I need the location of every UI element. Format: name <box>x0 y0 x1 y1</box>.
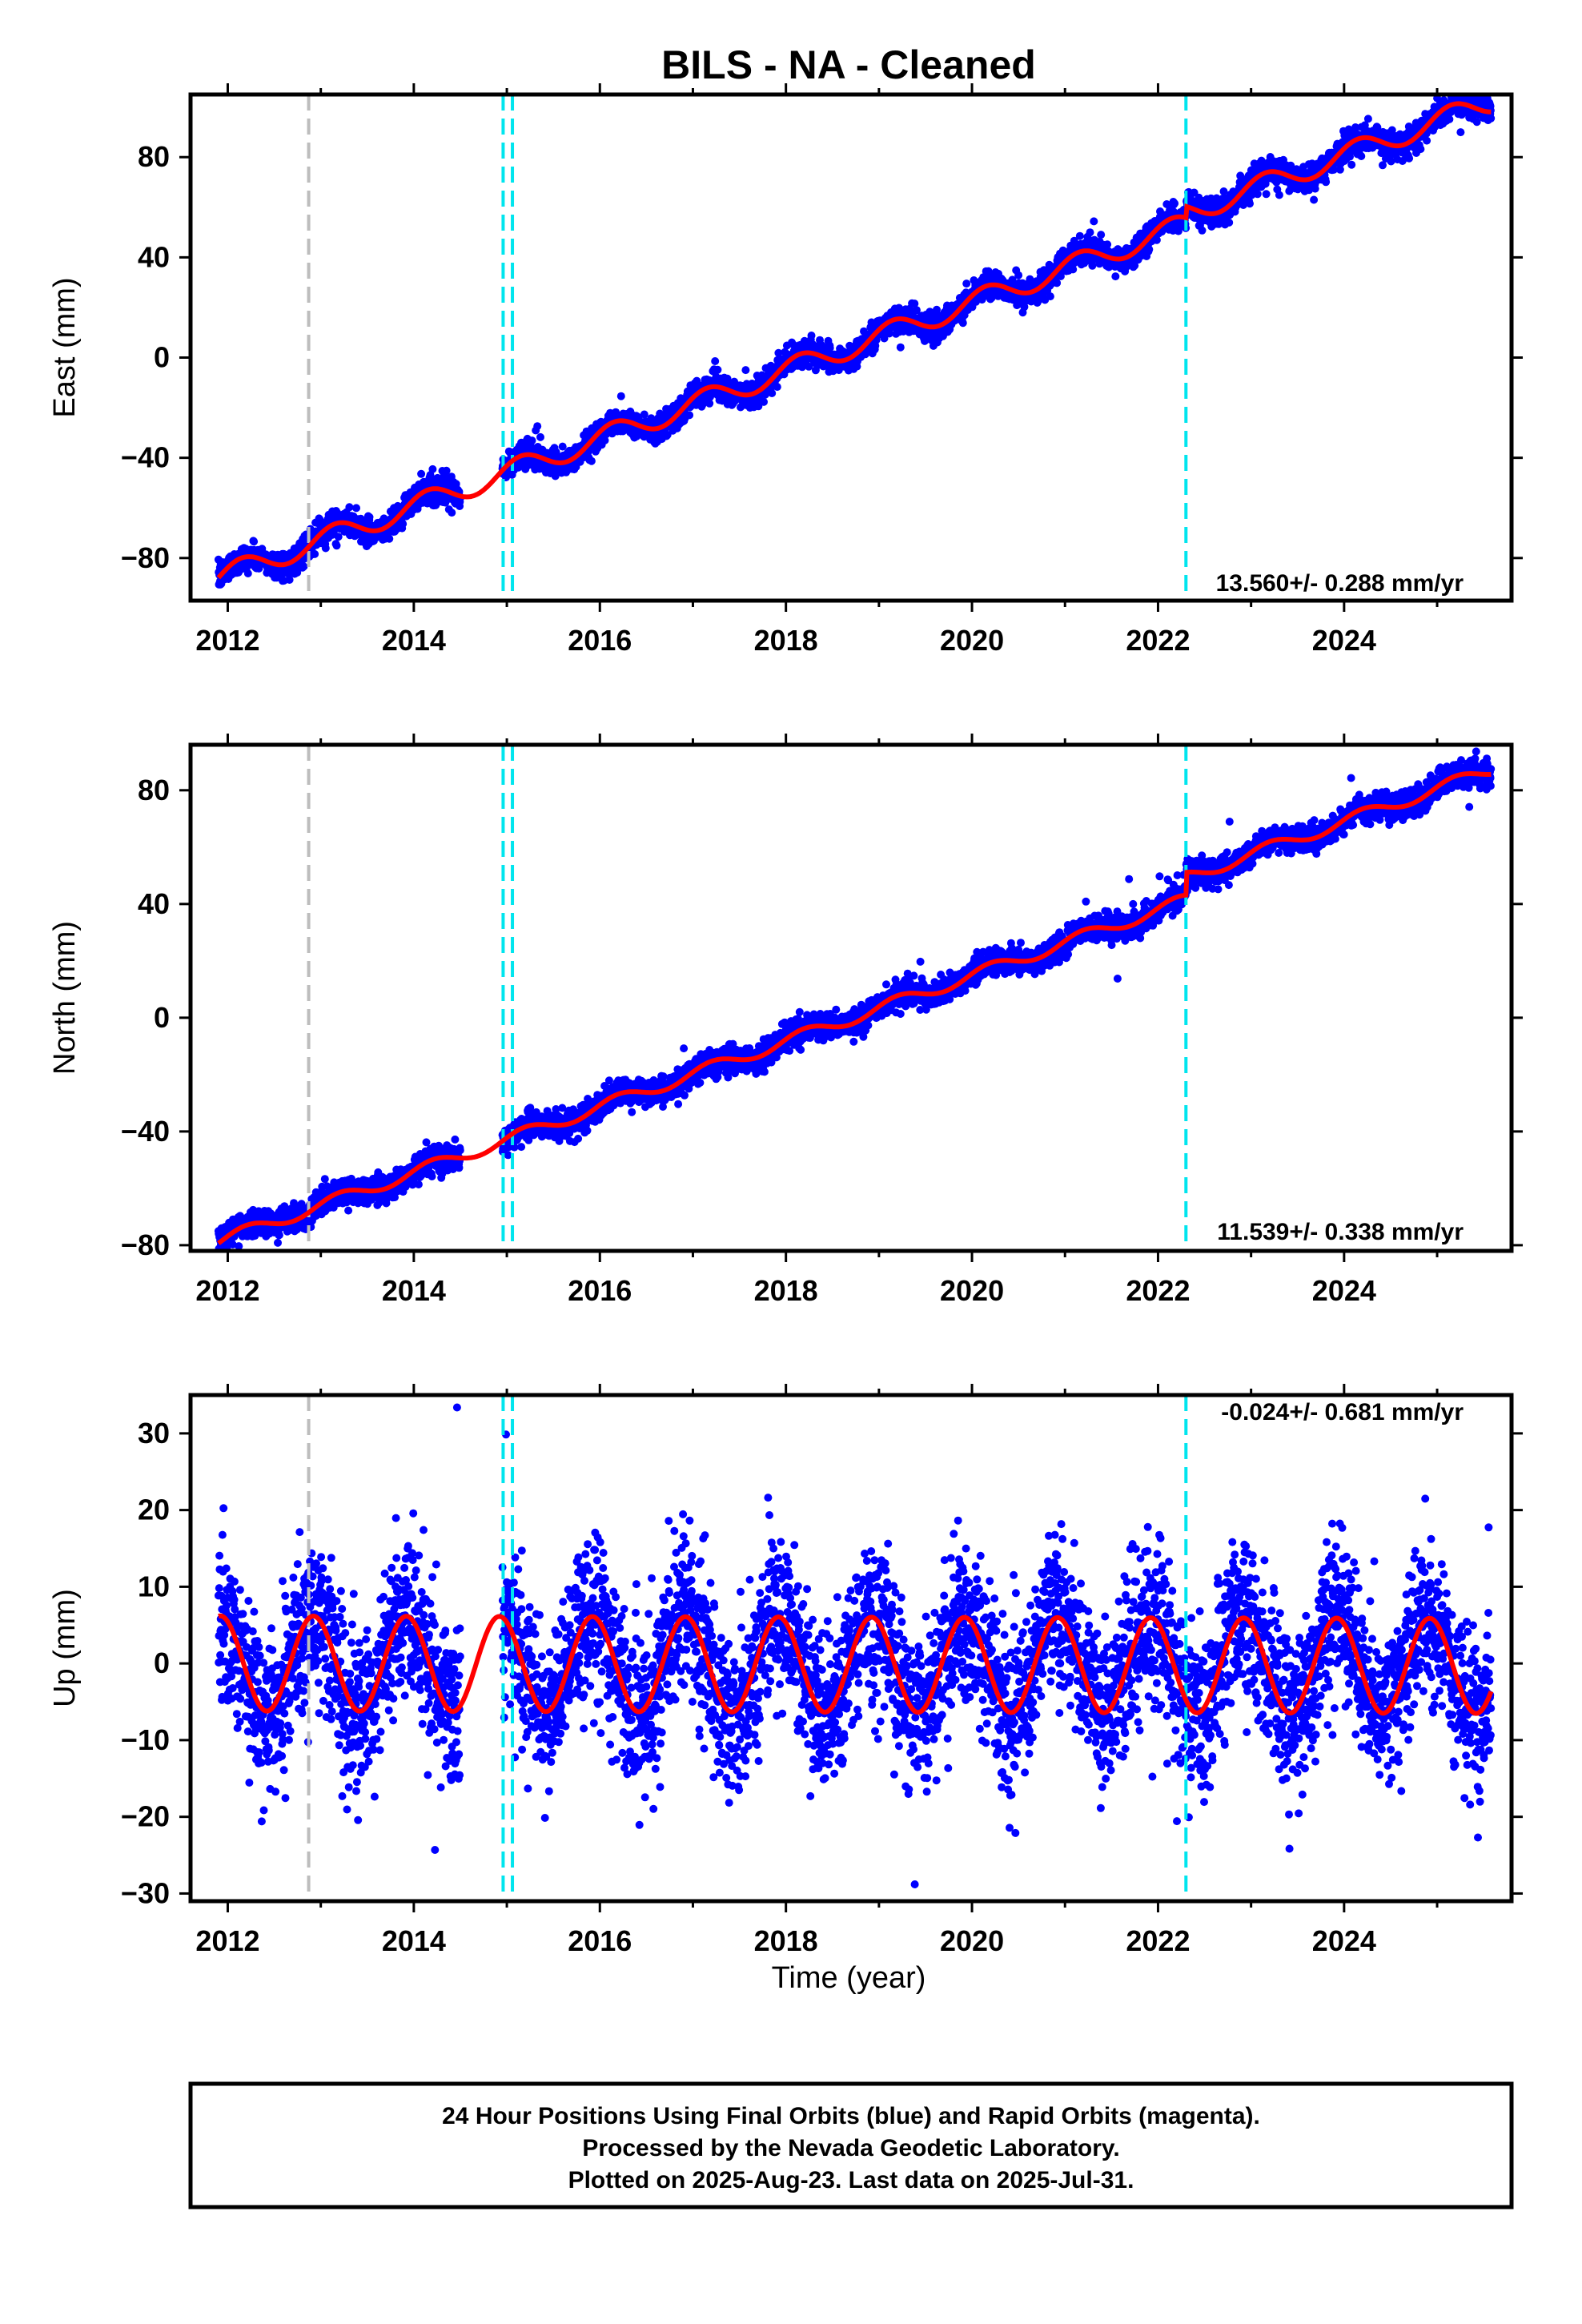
east-data-point <box>760 397 768 406</box>
east-data-point <box>896 343 905 352</box>
east-data-point <box>528 436 536 445</box>
east-data-point <box>1275 191 1283 199</box>
east-data-point <box>1103 240 1112 249</box>
east-data-point <box>825 344 834 352</box>
east-data-point <box>536 432 544 441</box>
east-data-point <box>250 537 259 546</box>
east-data-point <box>442 466 451 475</box>
east-data-point <box>640 410 648 419</box>
east-data-point <box>1487 114 1496 123</box>
x-tick-label: 2022 <box>1126 624 1190 657</box>
east-data-point <box>807 332 816 340</box>
east-data-point <box>1086 228 1094 237</box>
east-data-point <box>773 383 781 392</box>
east-data-point <box>616 392 625 400</box>
east-data-point <box>428 464 437 473</box>
east-data-point <box>1145 245 1154 254</box>
east-data-point <box>1363 115 1372 123</box>
east-data-point <box>880 334 889 343</box>
east-data-point <box>352 504 360 513</box>
east-data-point <box>1014 271 1023 279</box>
east-data-point <box>332 541 341 550</box>
east-data-point <box>685 411 694 420</box>
east-data-point <box>1423 136 1431 145</box>
east-data-point <box>285 576 294 584</box>
east-data-point <box>321 544 330 553</box>
east-data-point <box>1262 190 1271 199</box>
east-data-point <box>741 366 750 375</box>
east-data-point <box>448 509 456 517</box>
east-data-point <box>768 389 777 397</box>
east-data-point <box>1472 118 1481 127</box>
x-tick-label: 2016 <box>568 624 632 657</box>
east-data-point <box>1075 231 1084 240</box>
east-data-point <box>299 562 308 571</box>
east-data-point <box>1357 152 1366 160</box>
x-tick-label: 2014 <box>382 624 446 657</box>
east-data-point <box>962 279 971 288</box>
east-data-point <box>399 520 408 529</box>
east-panel: 2012 2014 2016 2018 2020 2022 2024 −80 −40 0 40 80 E… <box>48 78 1523 657</box>
east-data-point <box>711 357 720 365</box>
east-data-point <box>1053 279 1062 287</box>
east-data-point <box>311 549 319 558</box>
east-data-point <box>1456 128 1465 137</box>
y-tick-label: 80 <box>138 140 170 173</box>
east-data-point <box>533 422 542 431</box>
east-data-point <box>1225 218 1234 227</box>
x-tick-label: 2018 <box>754 624 818 657</box>
east-data-point <box>663 431 672 439</box>
east-data-point <box>1097 231 1106 239</box>
east-data-point <box>1416 145 1425 154</box>
east-data-point <box>1170 199 1179 207</box>
x-tick-label: 2020 <box>940 624 1004 657</box>
east-data-point <box>933 305 941 314</box>
east-data-point <box>713 365 722 374</box>
x-tick-label: 2024 <box>1312 624 1376 657</box>
east-data-point <box>1090 217 1098 226</box>
east-data-point <box>1088 261 1097 270</box>
east-y-axis-label: East (mm) <box>48 277 82 417</box>
east-data-point <box>1322 178 1331 187</box>
east-data-point <box>345 503 354 512</box>
east-data-point <box>243 569 252 577</box>
east-data-point <box>958 319 967 328</box>
east-data-point <box>705 399 714 408</box>
east-data-point <box>365 513 374 521</box>
east-data-point <box>1347 160 1356 169</box>
east-data-point <box>1310 195 1319 204</box>
y-tick-label: 0 <box>154 341 170 374</box>
east-data-point <box>1198 226 1207 235</box>
east-data-point <box>1046 292 1054 301</box>
y-tick-label: 40 <box>138 240 170 273</box>
east-data-point <box>912 306 921 315</box>
east-data-point <box>789 340 797 349</box>
east-data-point <box>293 569 302 577</box>
east-data-point <box>1246 199 1254 208</box>
east-data-point <box>385 534 394 543</box>
north-data-points <box>214 747 1496 1251</box>
east-data-point <box>1311 184 1319 193</box>
north-panel: 2012 2014 2016 2018 2020 2022 2024−80−4004080N… <box>48 734 1523 1307</box>
east-data-point <box>600 436 609 444</box>
y-tick-label: −80 <box>121 541 170 574</box>
x-tick-label: 2012 <box>195 624 259 657</box>
east-data-point <box>334 533 343 541</box>
east-data-points <box>214 78 1496 589</box>
east-data-point <box>558 442 567 451</box>
east-data-point <box>1405 154 1414 163</box>
east-data-point <box>1453 78 1461 86</box>
east-data-point <box>417 469 426 478</box>
east-rate-annotation: 13.560+/- 0.288 mm/yr <box>1216 570 1464 597</box>
y-tick-label: −40 <box>121 441 170 474</box>
east-data-point <box>1253 190 1262 199</box>
east-data-point <box>774 348 783 357</box>
east-data-point <box>587 456 596 465</box>
figure-title: BILS - NA - Cleaned <box>661 42 1036 87</box>
east-data-point <box>805 362 813 371</box>
east-data-point <box>761 390 769 399</box>
east-data-point <box>910 300 919 308</box>
east-data-point <box>1111 272 1120 281</box>
